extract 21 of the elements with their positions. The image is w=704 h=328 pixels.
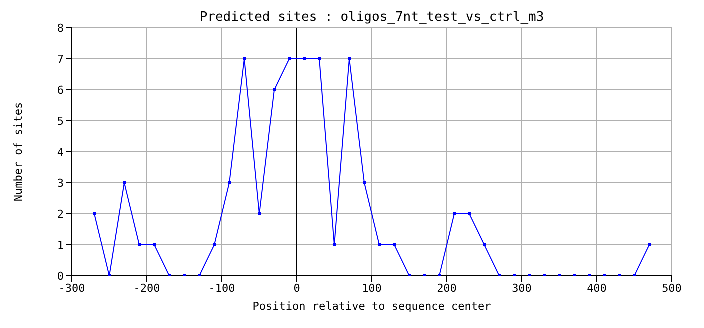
x-tick-label: 500 (662, 282, 682, 295)
chart-title: Predicted sites : oligos_7nt_test_vs_ctrl_m3 (198, 10, 546, 25)
x-tick-label: -100 (208, 282, 236, 295)
x-tick-label: 100 (362, 282, 382, 295)
y-axis-title: Number of sites (12, 102, 25, 202)
y-tick-label: 4 (57, 146, 64, 159)
y-tick-label: 5 (57, 114, 64, 128)
x-tick-label: 300 (512, 282, 532, 295)
y-tick-label: 7 (57, 52, 64, 66)
x-tick-label: 400 (587, 282, 607, 295)
x-tick-label: -300 (58, 282, 86, 295)
x-axis-title: Position relative to sequence center (252, 300, 492, 313)
y-tick-label: 8 (57, 22, 64, 35)
y-tick-label: 0 (57, 270, 64, 283)
y-tick-label: 2 (57, 208, 64, 221)
x-tick-label: 0 (294, 282, 300, 295)
y-tick-label: 1 (57, 238, 64, 252)
y-tick-label: 6 (57, 84, 64, 97)
y-tick-label: 3 (57, 176, 64, 190)
x-tick-label: -200 (134, 282, 160, 295)
x-tick-label: 200 (437, 282, 457, 295)
